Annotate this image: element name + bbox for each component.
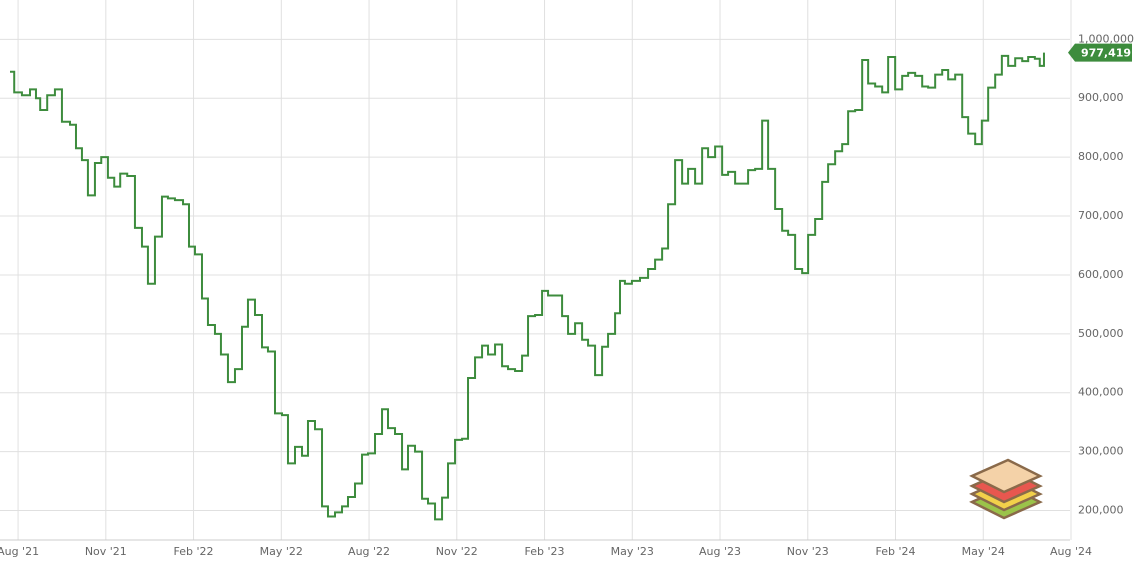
y-tick-label: 200,000 [1078, 504, 1124, 517]
y-tick-label: 900,000 [1078, 91, 1124, 104]
x-tick-label: May '22 [260, 545, 303, 558]
x-tick-label: Nov '22 [436, 545, 478, 558]
y-tick-label: 400,000 [1078, 386, 1124, 399]
x-tick-label: Feb '24 [876, 545, 916, 558]
x-tick-label: Feb '22 [174, 545, 214, 558]
y-tick-label: 700,000 [1078, 209, 1124, 222]
x-tick-label: Aug '24 [1050, 545, 1092, 558]
logo-icon [969, 458, 1043, 520]
x-tick-label: Aug '23 [699, 545, 741, 558]
x-tick-label: Nov '23 [787, 545, 829, 558]
x-tick-label: May '24 [962, 545, 1005, 558]
x-tick-label: Aug '21 [0, 545, 39, 558]
current-value-label: 977,419 [1081, 47, 1131, 60]
y-tick-label: 1,000,000 [1078, 32, 1134, 45]
y-tick-label: 800,000 [1078, 150, 1124, 163]
step-line [10, 52, 1045, 521]
x-tick-label: Aug '22 [348, 545, 390, 558]
x-tick-label: Feb '23 [525, 545, 565, 558]
grid [0, 0, 1072, 540]
x-tick-label: Nov '21 [85, 545, 127, 558]
y-tick-label: 300,000 [1078, 445, 1124, 458]
current-value-badge [1068, 43, 1132, 62]
y-tick-label: 500,000 [1078, 327, 1124, 340]
y-tick-label: 600,000 [1078, 268, 1124, 281]
x-tick-label: May '23 [611, 545, 654, 558]
